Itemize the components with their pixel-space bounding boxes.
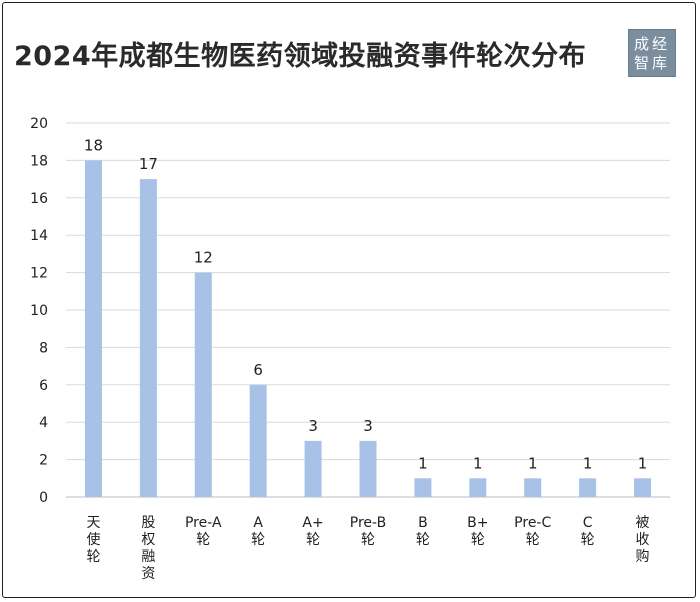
bar — [579, 478, 597, 497]
x-tick-label-line: 使 — [86, 531, 100, 548]
x-tick-label-line: 收 — [636, 532, 650, 548]
y-tick-label: 4 — [39, 415, 48, 431]
x-tick-label-line: B+ — [467, 515, 488, 531]
x-tick-label-line: 轮 — [196, 532, 210, 548]
x-tick-label-line: Pre-A — [185, 515, 222, 531]
x-tick-label-line: 权 — [141, 532, 155, 548]
data-label: 1 — [528, 454, 538, 472]
x-tick-label-line: 轮 — [86, 549, 100, 565]
data-label: 1 — [638, 454, 648, 472]
x-tick-label-line: Pre-B — [350, 515, 386, 531]
y-tick-label: 8 — [39, 340, 48, 356]
bar — [359, 440, 377, 497]
data-label: 6 — [253, 361, 263, 379]
x-tick-label-line: 被 — [636, 515, 650, 531]
y-tick-label: 14 — [30, 228, 48, 244]
x-tick-label-line: 轮 — [471, 532, 485, 548]
x-tick-label: 天使轮 — [86, 515, 100, 565]
bar — [469, 478, 487, 497]
y-tick-label: 6 — [39, 378, 48, 394]
x-tick-label-line: 轮 — [581, 532, 595, 548]
bar — [634, 478, 652, 497]
data-label: 18 — [84, 136, 103, 154]
y-tick-label: 0 — [39, 490, 48, 506]
bar — [139, 179, 157, 497]
x-tick-label: B+轮 — [467, 515, 488, 548]
bar — [304, 440, 322, 497]
y-tick-label: 10 — [30, 303, 48, 319]
x-tick-label-line: 轮 — [361, 532, 375, 548]
data-label: 3 — [308, 417, 318, 435]
x-tick-label-line: 轮 — [251, 532, 265, 548]
x-tick-label: 被收购 — [636, 515, 650, 565]
y-tick-label: 18 — [30, 153, 48, 169]
bar — [414, 478, 432, 497]
data-label: 1 — [418, 454, 428, 472]
x-tick-label-line: 购 — [636, 549, 650, 565]
data-label: 1 — [583, 454, 593, 472]
x-tick-label-line: 融 — [141, 549, 155, 565]
x-tick-label-line: Pre-C — [514, 515, 551, 531]
x-tick-label-line: A — [253, 515, 263, 531]
bar — [524, 478, 542, 497]
y-tick-label: 20 — [30, 116, 48, 132]
data-label: 12 — [194, 249, 213, 267]
x-tick-label-line: A+ — [302, 515, 323, 531]
x-tick-label-line: C — [583, 515, 593, 531]
x-tick-label-line: 轮 — [416, 532, 430, 548]
x-tick-label: A+轮 — [302, 515, 323, 548]
bar — [194, 272, 212, 497]
logo-line-2: 智库 — [633, 54, 670, 72]
logo-line-1: 成经 — [633, 35, 670, 53]
x-tick-label-line: B — [418, 515, 428, 531]
x-tick-label: Pre-B 轮 — [350, 515, 386, 548]
bar — [249, 384, 267, 497]
data-label: 1 — [473, 454, 483, 472]
x-tick-label-line: 股 — [141, 515, 155, 531]
bar — [84, 160, 102, 497]
x-tick-label-line: 轮 — [526, 532, 540, 548]
x-tick-label: 股权融资 — [141, 515, 155, 582]
brand-logo: 成经 智库 — [628, 29, 676, 77]
x-tick-label-line: 资 — [141, 566, 155, 582]
data-label: 17 — [139, 155, 158, 173]
x-tick-label-line: 轮 — [306, 532, 320, 548]
x-tick-label-line: 天 — [86, 515, 100, 531]
x-tick-label: Pre-C 轮 — [514, 515, 551, 548]
data-label: 3 — [363, 417, 373, 435]
y-tick-label: 16 — [30, 191, 48, 207]
x-tick-label: Pre-A 轮 — [185, 515, 222, 548]
chart-title: 2024年成都生物医药领域投融资事件轮次分布 — [14, 41, 587, 72]
y-tick-label: 12 — [30, 266, 48, 282]
y-tick-label: 2 — [39, 453, 48, 469]
